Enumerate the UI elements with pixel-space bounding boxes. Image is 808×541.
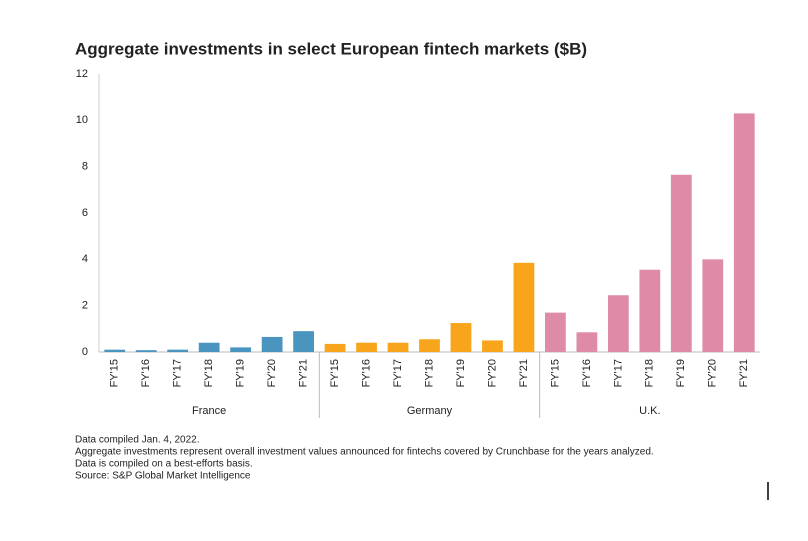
bar [261,336,283,352]
bar [419,339,440,352]
bar [733,113,755,352]
x-tick-label: FY'17 [172,359,184,387]
bar [450,323,472,352]
note: Aggregate investments represent overall … [75,447,654,458]
bar [702,259,724,352]
note: Source: S&P Global Market Intelligence [75,471,251,482]
group-label: U.K. [639,405,660,417]
group-label: France [192,405,226,417]
group-label: Germany [407,405,453,417]
x-tick-label: FY'18 [423,359,435,387]
x-tick-label: FY'21 [738,359,750,387]
chart-title: Aggregate investments in select European… [75,39,587,58]
bar [135,350,157,352]
x-tick-label: FY'20 [707,359,719,387]
bar [513,262,535,352]
y-tick-label: 10 [76,114,88,126]
x-tick-label: FY'16 [360,359,372,387]
y-tick-label: 0 [82,346,88,358]
bar [482,340,503,352]
x-tick-label: FY'17 [392,359,404,387]
x-tick-label: FY'19 [675,359,687,387]
x-tick-label: FY'16 [140,359,152,387]
bar [230,347,252,352]
x-tick-label: FY'15 [329,359,341,387]
note: Data compiled Jan. 4, 2022. [75,435,200,446]
bar [670,174,692,352]
bar [607,295,629,352]
x-tick-label: FY'16 [581,359,593,387]
x-tick-label: FY'19 [455,359,467,387]
bar [324,343,346,352]
bar [293,331,314,352]
x-tick-label: FY'21 [298,359,310,387]
bar [104,349,126,352]
y-tick-label: 6 [82,207,88,219]
x-tick-label: FY'20 [486,359,498,387]
x-tick-label: FY'18 [644,359,656,387]
bar [387,342,409,352]
y-tick-label: 2 [82,300,88,312]
bar [639,269,661,352]
x-tick-label: FY'17 [612,359,624,387]
x-tick-label: FY'18 [203,359,215,387]
y-tick-label: 12 [76,68,88,80]
bar [576,332,598,352]
y-tick-label: 4 [82,253,88,265]
x-tick-label: FY'15 [109,359,121,387]
x-tick-label: FY'15 [549,359,561,387]
bar [198,342,220,352]
x-tick-label: FY'20 [266,359,278,387]
bar [356,342,377,352]
x-tick-label: FY'21 [518,359,530,387]
x-tick-label: FY'19 [235,359,247,387]
note: Data is compiled on a best-efforts basis… [75,459,253,470]
bar [167,349,189,352]
y-tick-label: 8 [82,161,88,173]
bar [545,312,566,352]
